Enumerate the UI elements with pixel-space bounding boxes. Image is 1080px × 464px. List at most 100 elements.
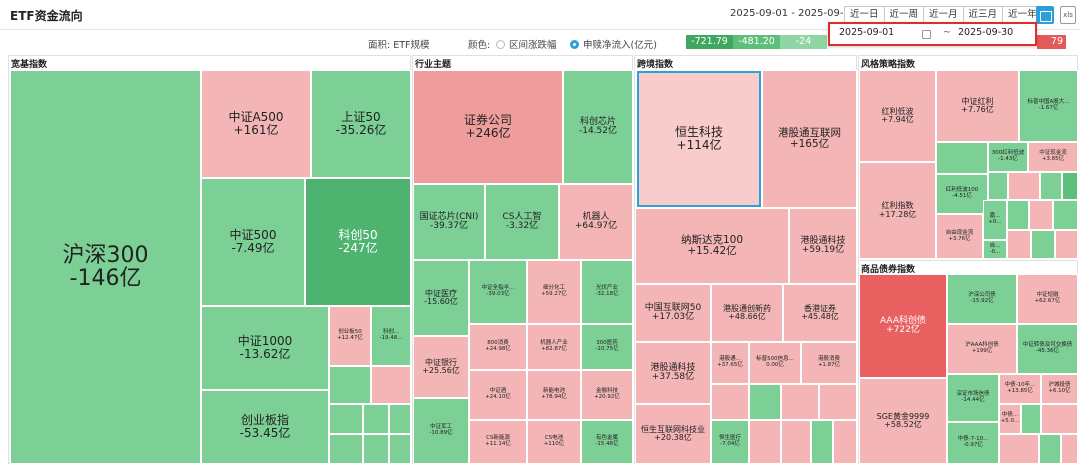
treemap-tile[interactable] — [1062, 172, 1078, 200]
treemap-tile[interactable] — [1031, 230, 1055, 259]
treemap-tile[interactable]: 沪深公司债 -15.92亿 — [947, 274, 1017, 324]
treemap-tile[interactable]: 中证酒 +24.10亿 — [469, 370, 527, 420]
radio-range-change[interactable]: 区间涨跌幅 — [496, 37, 557, 51]
treemap-tile[interactable]: 恒生医疗 -7.04亿 — [711, 420, 749, 464]
treemap-tile[interactable]: 红利指数 +17.28亿 — [859, 162, 936, 259]
treemap-tile[interactable]: 创业板指 -53.45亿 — [201, 390, 329, 464]
treemap-tile[interactable] — [811, 420, 833, 464]
treemap-tile[interactable]: 沪深300 -146亿 — [10, 70, 201, 464]
treemap-tile[interactable] — [1007, 200, 1029, 230]
treemap-tile[interactable] — [1007, 230, 1031, 259]
treemap-tile[interactable]: 中证红利 +7.76亿 — [936, 70, 1019, 142]
treemap-tile[interactable]: AAA科创债 +722亿 — [859, 274, 947, 378]
treemap-tile[interactable] — [781, 420, 811, 464]
treemap-tile[interactable] — [329, 434, 363, 464]
treemap-tile[interactable]: 300医药 -10.75亿 — [581, 324, 633, 370]
treemap-tile[interactable]: 深证市场信债 -14.44亿 — [947, 374, 999, 422]
treemap-tile[interactable]: 中证A500 +161亿 — [201, 70, 311, 178]
treemap-tile[interactable] — [781, 384, 819, 420]
treemap-tile[interactable]: 嘉... +0... — [983, 200, 1007, 240]
treemap-tile[interactable]: 港股通互联网 +165亿 — [762, 70, 857, 208]
treemap-tile[interactable]: 机器人 +64.97亿 — [559, 184, 633, 260]
treemap-tile[interactable]: 机器人产业 +82.87亿 — [527, 324, 581, 370]
treemap-tile[interactable] — [833, 420, 857, 464]
treemap-tile[interactable]: 科创芯片 -14.52亿 — [563, 70, 633, 184]
treemap-tile[interactable]: 沪AAA科创债 +199亿 — [947, 324, 1017, 374]
treemap-tile[interactable]: 港股通科技 +37.58亿 — [635, 342, 711, 404]
export-xls-icon[interactable]: xls — [1060, 6, 1076, 24]
treemap-tile[interactable]: 金融科技 +20.92亿 — [581, 370, 633, 420]
treemap-tile[interactable]: CS电池 +110亿 — [527, 420, 581, 464]
treemap-tile[interactable] — [329, 366, 371, 404]
treemap-tile[interactable]: 中证转债及可交换债 -45.36亿 — [1017, 324, 1078, 374]
treemap-tile[interactable]: 中债-10年... +13.85亿 — [999, 374, 1041, 404]
treemap-tile[interactable]: 中国互联网50 +17.03亿 — [635, 284, 711, 342]
treemap-tile[interactable]: 中证全指半... -39.03亿 — [469, 260, 527, 324]
treemap-tile[interactable]: 中证军工 -10.89亿 — [413, 398, 469, 464]
treemap-tile[interactable] — [1055, 230, 1078, 259]
treemap-tile[interactable] — [749, 384, 781, 420]
start-date-input[interactable]: 2025-09-01 — [839, 27, 895, 38]
treemap-tile[interactable]: 光伏产业 -32.18亿 — [581, 260, 633, 324]
radio-icon[interactable] — [496, 40, 505, 49]
treemap-tile[interactable] — [1021, 404, 1041, 434]
treemap-tile[interactable] — [1008, 172, 1040, 200]
treemap-tile[interactable]: 证券公司 +246亿 — [413, 70, 563, 184]
treemap-tile[interactable]: CS人工智 -3.32亿 — [485, 184, 559, 260]
date-range-text[interactable]: 2025-09-01 - 2025-09-30 — [730, 8, 857, 19]
treemap-tile[interactable]: 恒生互联网科技业 +20.38亿 — [635, 404, 711, 464]
treemap-tile[interactable] — [1040, 172, 1062, 200]
treemap-tile[interactable]: 中证1000 -13.62亿 — [201, 306, 329, 390]
treemap-tile[interactable]: 港股消费 +1.87亿 — [801, 342, 857, 384]
treemap-tile[interactable]: 红利低波 +7.94亿 — [859, 70, 936, 162]
radio-selected-icon[interactable] — [570, 40, 579, 49]
treemap-tile[interactable]: 香港证券 +45.48亿 — [783, 284, 857, 342]
date-picker-popup[interactable]: 2025-09-01 ~ 2025-09-30 — [828, 22, 1037, 46]
treemap-tile[interactable] — [1041, 404, 1078, 434]
treemap-tile[interactable]: 创业板50 +12.47亿 — [329, 306, 371, 366]
treemap-tile[interactable]: CS新能源 +11.14亿 — [469, 420, 527, 464]
treemap-tile[interactable]: 自由现金流 +3.76亿 — [936, 214, 983, 259]
end-date-input[interactable]: 2025-09-30 — [958, 27, 1014, 38]
radio-net-inflow[interactable]: 申赎净流入(亿元) — [570, 37, 657, 51]
treemap-tile[interactable] — [371, 366, 411, 404]
treemap-tile[interactable] — [1029, 200, 1053, 230]
treemap-tile[interactable]: 国证芯片(CNI) -39.37亿 — [413, 184, 485, 260]
treemap-tile[interactable]: 300红利低波 -1.43亿 — [988, 142, 1028, 172]
treemap-tile[interactable] — [1061, 434, 1078, 464]
treemap-tile[interactable]: 红利低波100 -4.51亿 — [936, 174, 988, 214]
treemap-tile[interactable]: 中证短融 +62.67亿 — [1017, 274, 1078, 324]
treemap-tile[interactable]: 新能电池 +78.94亿 — [527, 370, 581, 420]
treemap-tile[interactable]: 港股通创新药 +48.66亿 — [711, 284, 783, 342]
treemap-tile[interactable]: 科创50 -247亿 — [305, 178, 411, 306]
treemap-tile[interactable]: SGE黄金9999 +58.52亿 — [859, 378, 947, 464]
treemap-tile[interactable] — [389, 404, 411, 434]
treemap-tile[interactable]: 港股通科技 +59.19亿 — [789, 208, 857, 284]
treemap-tile[interactable] — [363, 434, 389, 464]
treemap-tile[interactable]: 中证银行 +25.56亿 — [413, 336, 469, 398]
treemap-tile[interactable] — [711, 384, 749, 420]
treemap-tile[interactable] — [749, 420, 781, 464]
treemap-tile-selected[interactable]: 恒生科技 +114亿 — [637, 71, 761, 207]
treemap-tile[interactable] — [389, 434, 411, 464]
treemap-tile[interactable]: 中证医疗 -15.60亿 — [413, 260, 469, 336]
treemap-tile[interactable]: 中债... +5.0... — [999, 404, 1021, 434]
treemap-tile[interactable]: 自... -0... — [983, 240, 1007, 259]
treemap-tile[interactable]: 沪城投债 +6.10亿 — [1041, 374, 1078, 404]
treemap-tile[interactable]: 中证500 -7.49亿 — [201, 178, 305, 306]
treemap-tile[interactable]: 细分化工 +59.27亿 — [527, 260, 581, 324]
treemap-tile[interactable] — [1039, 434, 1061, 464]
calendar-icon[interactable] — [1036, 6, 1054, 24]
treemap-tile[interactable] — [329, 404, 363, 434]
treemap-tile[interactable]: 标普500信息... 0.00亿 — [749, 342, 801, 384]
treemap-tile[interactable]: 港股通... +37.65亿 — [711, 342, 749, 384]
calendar-icon[interactable] — [922, 30, 931, 39]
treemap-tile[interactable] — [363, 404, 389, 434]
treemap-tile[interactable] — [999, 434, 1039, 464]
treemap-tile[interactable] — [819, 384, 857, 420]
treemap-tile[interactable]: 标普中国A股大... -1.67亿 — [1019, 70, 1078, 142]
treemap-tile[interactable]: 中证现金流 +3.85亿 — [1028, 142, 1078, 172]
treemap-tile[interactable]: 科创... -19.48... — [371, 306, 411, 366]
treemap-tile[interactable] — [988, 172, 1008, 200]
treemap-tile[interactable] — [1053, 200, 1078, 230]
